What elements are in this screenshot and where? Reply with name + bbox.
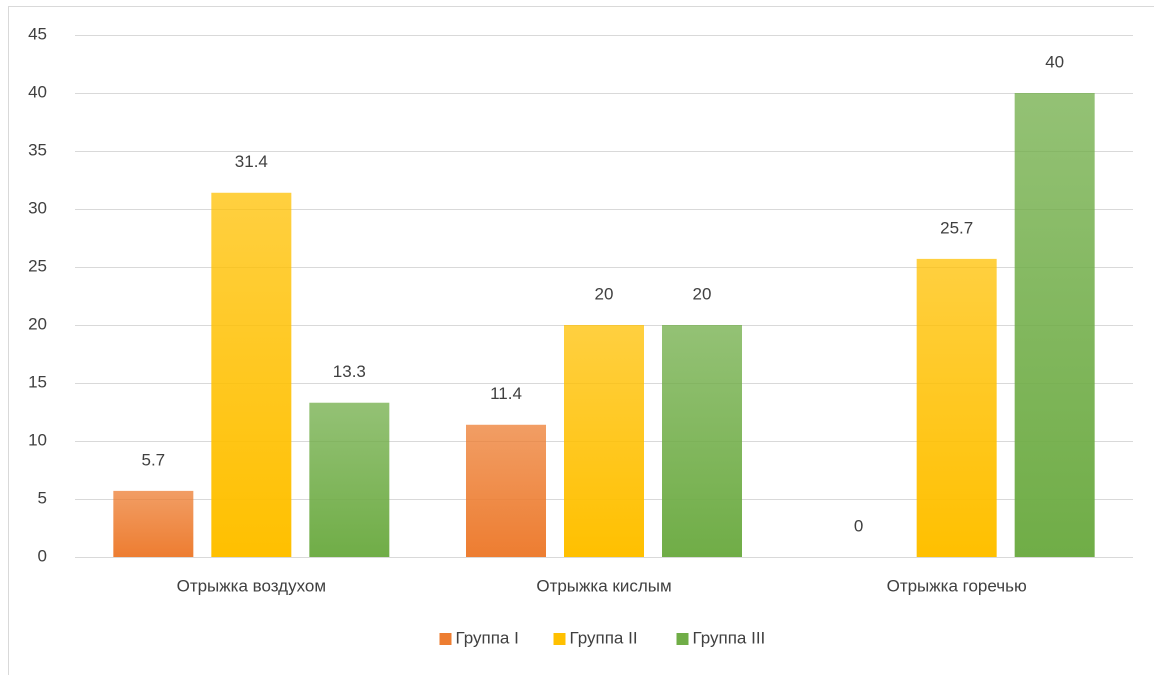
y-tick-label: 20 <box>28 314 47 333</box>
data-label: 5.7 <box>142 450 166 469</box>
y-tick-label: 0 <box>38 546 47 565</box>
y-tick-label: 5 <box>38 488 47 507</box>
y-tick-label: 35 <box>28 140 47 159</box>
legend-label: Группа III <box>693 628 766 647</box>
bar <box>211 193 291 557</box>
data-label: 11.4 <box>490 384 522 403</box>
data-label: 25.7 <box>940 218 973 237</box>
bar <box>466 425 546 557</box>
legend-swatch <box>554 633 566 645</box>
legend-swatch <box>677 633 689 645</box>
bar <box>113 491 193 557</box>
y-tick-label: 15 <box>28 372 47 391</box>
x-tick-label: Отрыжка горечью <box>887 576 1027 595</box>
bar <box>309 403 389 557</box>
data-label: 20 <box>595 284 614 303</box>
y-tick-label: 25 <box>28 256 47 275</box>
bar <box>917 259 997 557</box>
bar <box>662 325 742 557</box>
legend-swatch <box>440 633 452 645</box>
bar <box>564 325 644 557</box>
y-tick-label: 30 <box>28 198 47 217</box>
data-label: 20 <box>693 284 712 303</box>
data-label: 40 <box>1045 52 1064 71</box>
data-label: 0 <box>854 516 863 535</box>
bar <box>1015 93 1095 557</box>
x-tick-label: Отрыжка воздухом <box>177 576 326 595</box>
x-tick-label: Отрыжка кислым <box>536 576 671 595</box>
data-label: 13.3 <box>333 362 366 381</box>
data-label: 31.4 <box>235 152 268 171</box>
y-tick-label: 10 <box>28 430 47 449</box>
legend-label: Группа I <box>456 628 519 647</box>
y-tick-label: 40 <box>28 82 47 101</box>
y-tick-label: 45 <box>28 24 47 43</box>
legend-label: Группа II <box>570 628 638 647</box>
